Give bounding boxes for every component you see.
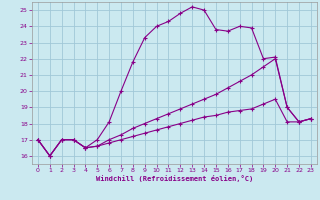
X-axis label: Windchill (Refroidissement éolien,°C): Windchill (Refroidissement éolien,°C): [96, 175, 253, 182]
